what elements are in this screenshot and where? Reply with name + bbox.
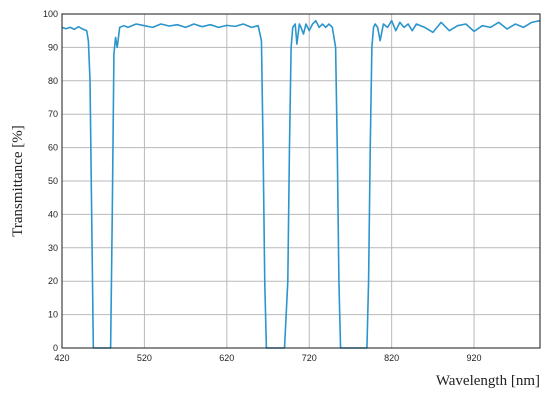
transmittance-series-line: [61, 19, 541, 349]
y-tick-label-10: 10: [48, 310, 58, 320]
x-tick-label-420: 420: [54, 353, 69, 363]
y-tick-label-0: 0: [53, 343, 58, 353]
plot-frame: [61, 13, 541, 349]
x-tick-label-920: 920: [467, 353, 482, 363]
y-tick-label-100: 100: [43, 9, 58, 19]
series-layer: [61, 19, 541, 349]
x-tick-label-620: 620: [219, 353, 234, 363]
y-tick-label-90: 90: [48, 42, 58, 52]
y-tick-label-60: 60: [48, 143, 58, 153]
gridlines: [62, 14, 540, 348]
x-tick-label-520: 520: [137, 353, 152, 363]
y-tick-label-80: 80: [48, 76, 58, 86]
y-tick-label-50: 50: [48, 176, 58, 186]
y-tick-label-20: 20: [48, 276, 58, 286]
y-axis-label: Transmittance [%]: [10, 125, 26, 237]
x-tick-label-820: 820: [384, 353, 399, 363]
tick-labels: 0 10 20 30 40 50 60 70 80 90 100 420 520 620 720 820 920: [43, 9, 482, 363]
y-tick-label-30: 30: [48, 243, 58, 253]
x-tick-label-720: 720: [302, 353, 317, 363]
y-tick-label-70: 70: [48, 109, 58, 119]
x-axis-label: Wavelength [nm]: [436, 373, 540, 389]
y-tick-label-40: 40: [48, 209, 58, 219]
